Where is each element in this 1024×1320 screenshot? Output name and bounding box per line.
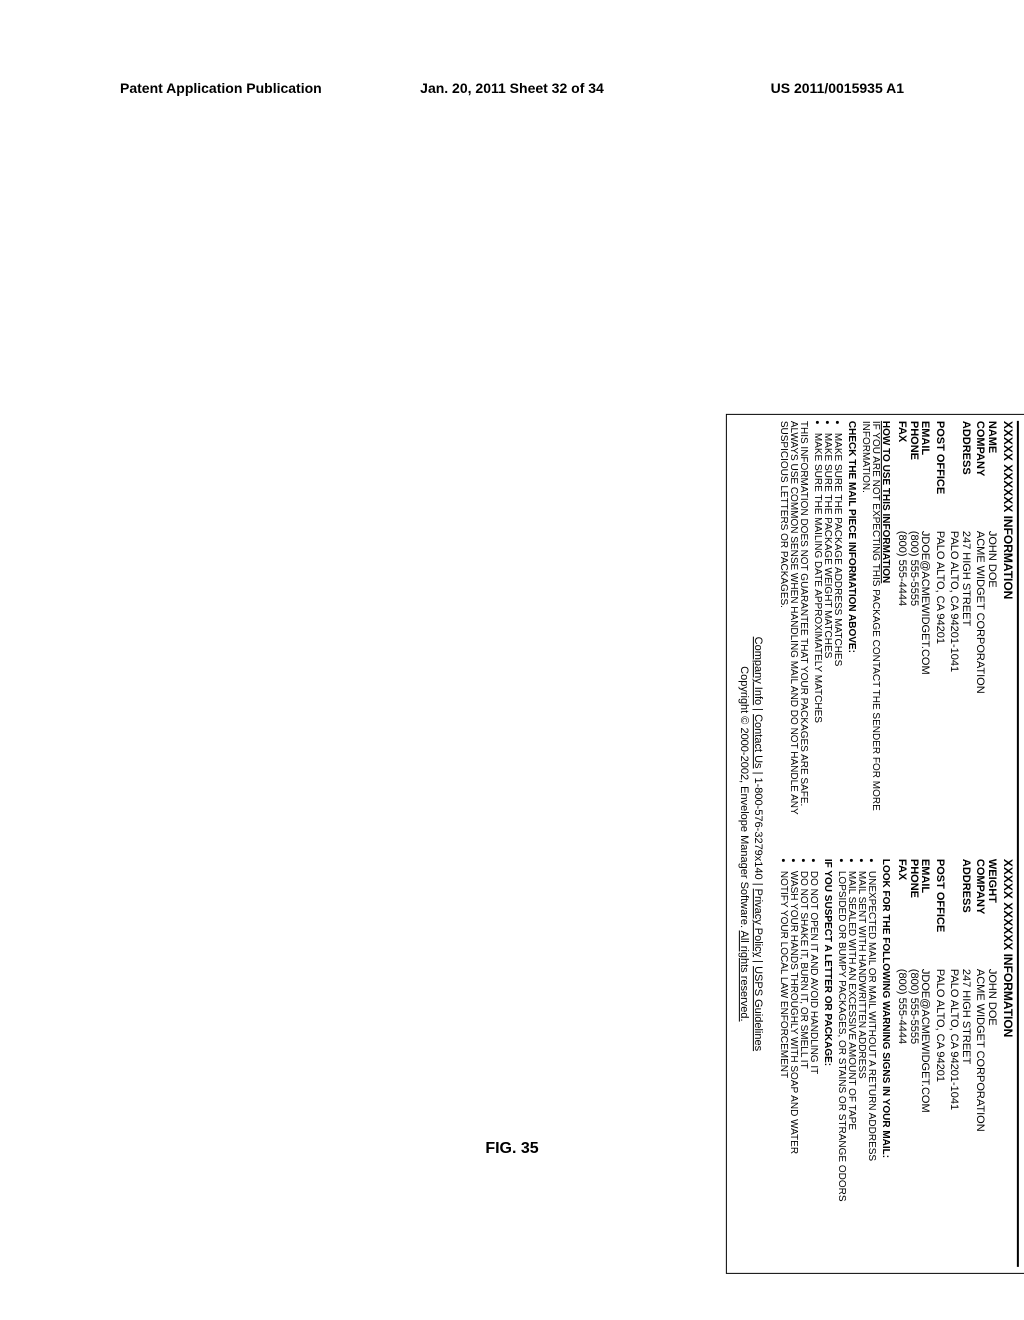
right-heading: XXXXX XXXXXX INFORMATION	[1001, 859, 1015, 1267]
right-postoffice-label: POST OFFICE	[933, 859, 945, 969]
right-weight-label: WEIGHT COMPANY	[974, 859, 997, 969]
left-postoffice-value: PALO ALTO, CA 94201	[933, 531, 945, 829]
left-address-value: 247 HIGH STREET PALO ALTO, CA 94201-1041	[948, 531, 971, 829]
left-name-value: JOHN DOE ACME WIDGET CORPORATION	[974, 531, 997, 829]
right-contact-value: JDOE@ACMEWIDGET.COM (800) 555-5555 (800)…	[896, 969, 931, 1267]
howto-head: HOW TO USE THIS INFORMATION	[880, 421, 890, 829]
warning-item: MAIL SENT WITH HANDWRITTEN ADDRESS	[856, 871, 866, 1267]
suspect-item: DO NOT SHAKE IT, BURN IT, OR SMELL IT	[798, 871, 808, 1267]
footer-rights[interactable]: All rights reserved.	[738, 930, 750, 1021]
suspect-item: WASH YOUR HANDS THROUGHLY WITH SOAP AND …	[788, 871, 798, 1267]
left-contact-label: EMAIL PHONE FAX	[896, 421, 931, 531]
check-list: MAKE SURE THE PACKAGE ADDRESS MATCHES MA…	[812, 433, 842, 829]
right-address-label: ADDRESS	[948, 859, 971, 969]
footer-phone: 1-800-576-3279x140	[752, 778, 764, 880]
warning-item: LOPSIDED OR BUMPY PACKAGES, OR STAINS OR…	[836, 871, 846, 1267]
left-name-label: NAME COMPANY	[974, 421, 997, 531]
right-tips: LOOK FOR THE FOLLOWING WARNING SIGNS IN …	[778, 859, 890, 1267]
left-tips: HOW TO USE THIS INFORMATION IF YOU ARE N…	[778, 421, 890, 829]
right-weight-value: JOHN DOE ACME WIDGET CORPORATION	[974, 969, 997, 1267]
warning-item: MAIL SEALED WITH AN EXCESSIVE AMOUNT OF …	[846, 871, 856, 1267]
header-right: US 2011/0015935 A1	[771, 80, 904, 96]
warning-list: UNEXPECTED MAIL OR MAIL WITHOUT A RETURN…	[836, 871, 876, 1267]
right-contact-label: EMAIL PHONE FAX	[896, 859, 931, 969]
left-column: XXXXX XXXXXX INFORMATION NAME COMPANY JO…	[774, 421, 1015, 829]
footer-copyright: Copyright © 2000-2002, Envelope Manager …	[738, 666, 750, 928]
footer-link-usps[interactable]: USPS Guidelines	[752, 966, 764, 1051]
left-postoffice-label: POST OFFICE	[933, 421, 945, 531]
check-item: MAKE SURE THE PACKAGE ADDRESS MATCHES	[832, 433, 842, 829]
footer-link-company[interactable]: Company Info	[752, 637, 764, 705]
footer-link-privacy[interactable]: Privacy Policy	[752, 889, 764, 957]
footer-link-contact[interactable]: Contact Us	[752, 714, 764, 768]
figure-label: FIG. 35	[0, 1140, 1024, 1158]
left-contact-value: JDOE@ACMEWIDGET.COM (800) 555-5555 (800)…	[896, 531, 931, 829]
right-address-value: 247 HIGH STREET PALO ALTO, CA 94201-1041	[948, 969, 971, 1267]
suspect-list: DO NOT OPEN IT AND AVOID HANDLING IT DO …	[778, 871, 818, 1267]
left-address-label: ADDRESS	[948, 421, 971, 531]
howto-body: IF YOU ARE NOT EXPECTING THIS PACKAGE CO…	[860, 421, 881, 811]
check-head: CHECK THE MAIL PIECE INFORMATION ABOVE:	[846, 421, 856, 829]
warning-item: UNEXPECTED MAIL OR MAIL WITHOUT A RETURN…	[866, 871, 876, 1267]
warning-head: LOOK FOR THE FOLLOWING WARNING SIGNS IN …	[880, 859, 890, 1267]
check-item: MAKE SURE THE PACKAGE WEIGHT MATCHES	[822, 433, 832, 829]
suspect-item: DO NOT OPEN IT AND AVOID HANDLING IT	[808, 871, 818, 1267]
right-column: XXXXX XXXXXX INFORMATION WEIGHT COMPANY …	[774, 859, 1015, 1267]
disclaimer: THIS INFORMATION DOES NOT GUARANTEE THAT…	[778, 421, 808, 829]
suspect-head: IF YOU SUSPECT A LETTER OR PACKAGE:	[822, 859, 832, 1267]
right-postoffice-value: PALO ALTO, CA 94201	[933, 969, 945, 1267]
left-heading: XXXXX XXXXXX INFORMATION	[1001, 421, 1015, 829]
suspect-item: NOTIFY YOUR LOCAL LAW ENFORCEMENT	[778, 871, 788, 1267]
check-item: MAKE SURE THE MAILING DATE APPROXIMATELY…	[812, 433, 822, 829]
